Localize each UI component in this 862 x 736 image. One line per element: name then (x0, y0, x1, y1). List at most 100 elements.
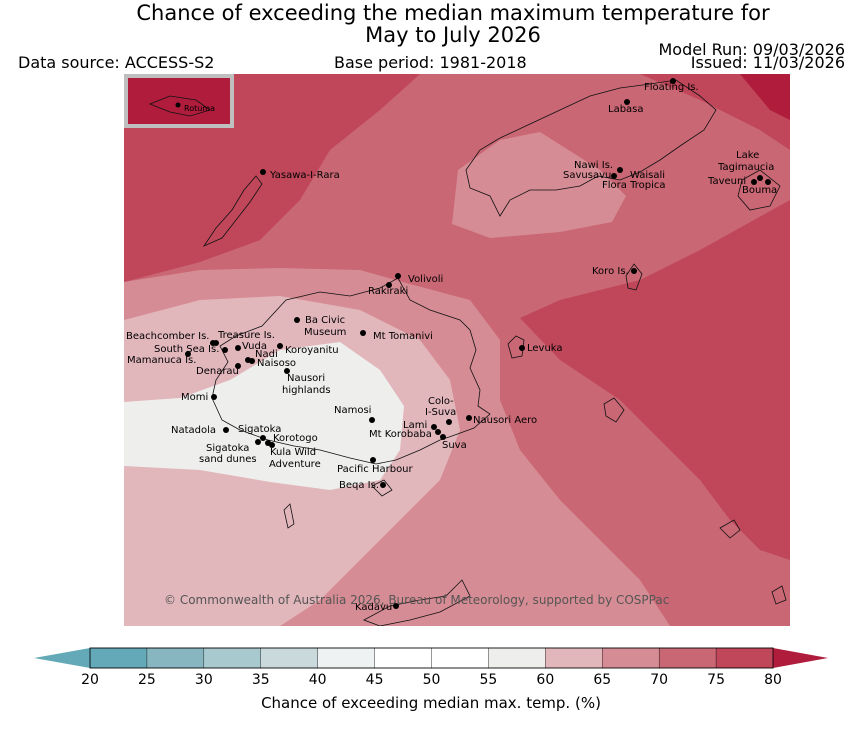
colorbar-cell (260, 647, 319, 669)
colorbar-tick-label: 30 (194, 672, 213, 688)
place-label: I-Suva (425, 407, 457, 418)
marker-treasure (213, 340, 219, 346)
zone-55-60 (124, 342, 404, 490)
place-label: Bouma (742, 185, 778, 196)
marker-bouma (765, 179, 771, 185)
marker-kadavu (393, 603, 399, 609)
place-label: Waisali (630, 170, 666, 181)
colorbar (34, 647, 828, 669)
zone-75-80-east (520, 200, 790, 560)
place-label: Nadi (255, 349, 278, 360)
inset-rotuma-marker (175, 102, 181, 108)
marker-koro (631, 268, 637, 274)
colorbar-cell (715, 647, 774, 669)
place-label: Lami (403, 420, 428, 431)
colorbar-outline (89, 647, 774, 669)
marker-namosi (369, 417, 375, 423)
colorbar-cell (545, 647, 603, 669)
place-label: Mt Korobaba (369, 429, 432, 440)
place-label: Koro Is. (592, 266, 629, 277)
place-label: Vuda (242, 341, 267, 352)
zone-80-plus (740, 74, 790, 120)
model-run: Model Run: 09/03/2026 (658, 40, 846, 59)
colorbar-cell (146, 647, 205, 669)
data-source: Data source: ACCESS-S2 (18, 53, 215, 72)
colorbar-tick-label: 60 (536, 672, 555, 688)
place-label: Beqa Is. (339, 480, 380, 491)
place-label: Mt Tomanivi (373, 331, 433, 342)
marker-koroyanitu (277, 343, 283, 349)
place-label: Tagimaucia (718, 162, 775, 173)
place-label: Namosi (334, 405, 372, 416)
vatulele-coast (283, 503, 295, 529)
place-label: Volivoli (408, 274, 444, 285)
east-island-1 (719, 519, 741, 539)
gau-coast (603, 397, 625, 423)
place-label: Koroyanitu (285, 345, 339, 356)
place-label: Flora Tropica (602, 180, 666, 191)
colorbar-tick-label: 70 (650, 672, 669, 688)
colorbar-arrow-low (34, 648, 90, 668)
colorbar-cell (317, 647, 376, 669)
place-label: South Sea Is. (154, 344, 220, 355)
base-period: Base period: 1981-2018 (334, 53, 527, 72)
place-markers (185, 78, 771, 609)
colorbar-tick-label: 40 (308, 672, 327, 688)
place-label: highlands (282, 385, 331, 396)
place-label: Nawi Is. (574, 160, 614, 171)
place-label: Naisoso (257, 358, 297, 369)
zone-65-70-north (452, 132, 626, 238)
colorbar-tick-label: 80 (764, 672, 782, 688)
colorbar-cell (374, 647, 433, 669)
place-label: Momi (181, 392, 209, 403)
place-label: Sigatoka (238, 424, 282, 435)
marker-colo-i-suva (446, 419, 452, 425)
marker-lami (431, 424, 437, 430)
place-label: Lake (736, 150, 760, 161)
place-label: Treasure Is. (218, 330, 275, 341)
place-label: Denarau (196, 366, 239, 377)
marker-yasawa (260, 169, 266, 175)
marker-natadola (223, 427, 229, 433)
copyright-notice: © Commonwealth of Australia 2026, Bureau… (164, 593, 670, 607)
colorbar-cell (488, 647, 547, 669)
map-svg (124, 74, 790, 626)
marker-savusavu (617, 167, 623, 173)
colorbar-tick-label: 75 (707, 672, 725, 688)
colorbar-cell (602, 647, 660, 669)
east-island-2 (771, 585, 787, 605)
marker-naisoso (249, 358, 255, 364)
place-label: Levuka (527, 343, 563, 354)
inset-coast (148, 95, 211, 117)
title-line-2: May to July 2026 (365, 23, 541, 47)
place-label: Yasawa-I-Rara (270, 170, 340, 181)
marker-sigatoka-dunes (255, 439, 261, 445)
colorbar-cell (431, 647, 490, 669)
yasawa-coast (202, 175, 263, 247)
colorbar-tick-label: 45 (365, 672, 384, 688)
place-label: Ba Civic (305, 315, 346, 326)
colorbar-cell (89, 647, 148, 669)
colorbar-tick-label: 50 (422, 672, 441, 688)
koro-coast (625, 263, 643, 291)
zone-75-80-northeast (560, 74, 790, 150)
marker-kula (269, 442, 275, 448)
marker-taveuni (751, 179, 757, 185)
title-line-1: Chance of exceeding the median maximum t… (136, 1, 770, 25)
place-label: Labasa (608, 104, 644, 115)
marker-levuka (519, 345, 525, 351)
marker-waisali (611, 173, 617, 179)
coastlines (202, 79, 787, 626)
colorbar-cells (89, 647, 774, 669)
issued-date: Issued: 11/03/2026 (690, 53, 845, 72)
colorbar-tick-label: 55 (479, 672, 498, 688)
marker-volivoli (395, 273, 401, 279)
marker-mt-korobaba (435, 429, 441, 435)
place-label: Floating Is. (644, 82, 699, 93)
marker-mamanuca (185, 351, 191, 357)
place-label: Nausori (287, 373, 326, 384)
place-label: Rakiraki (368, 286, 409, 297)
marker-nausori-aero (466, 415, 472, 421)
marker-labasa (624, 99, 630, 105)
place-label: Adventure (269, 459, 321, 470)
